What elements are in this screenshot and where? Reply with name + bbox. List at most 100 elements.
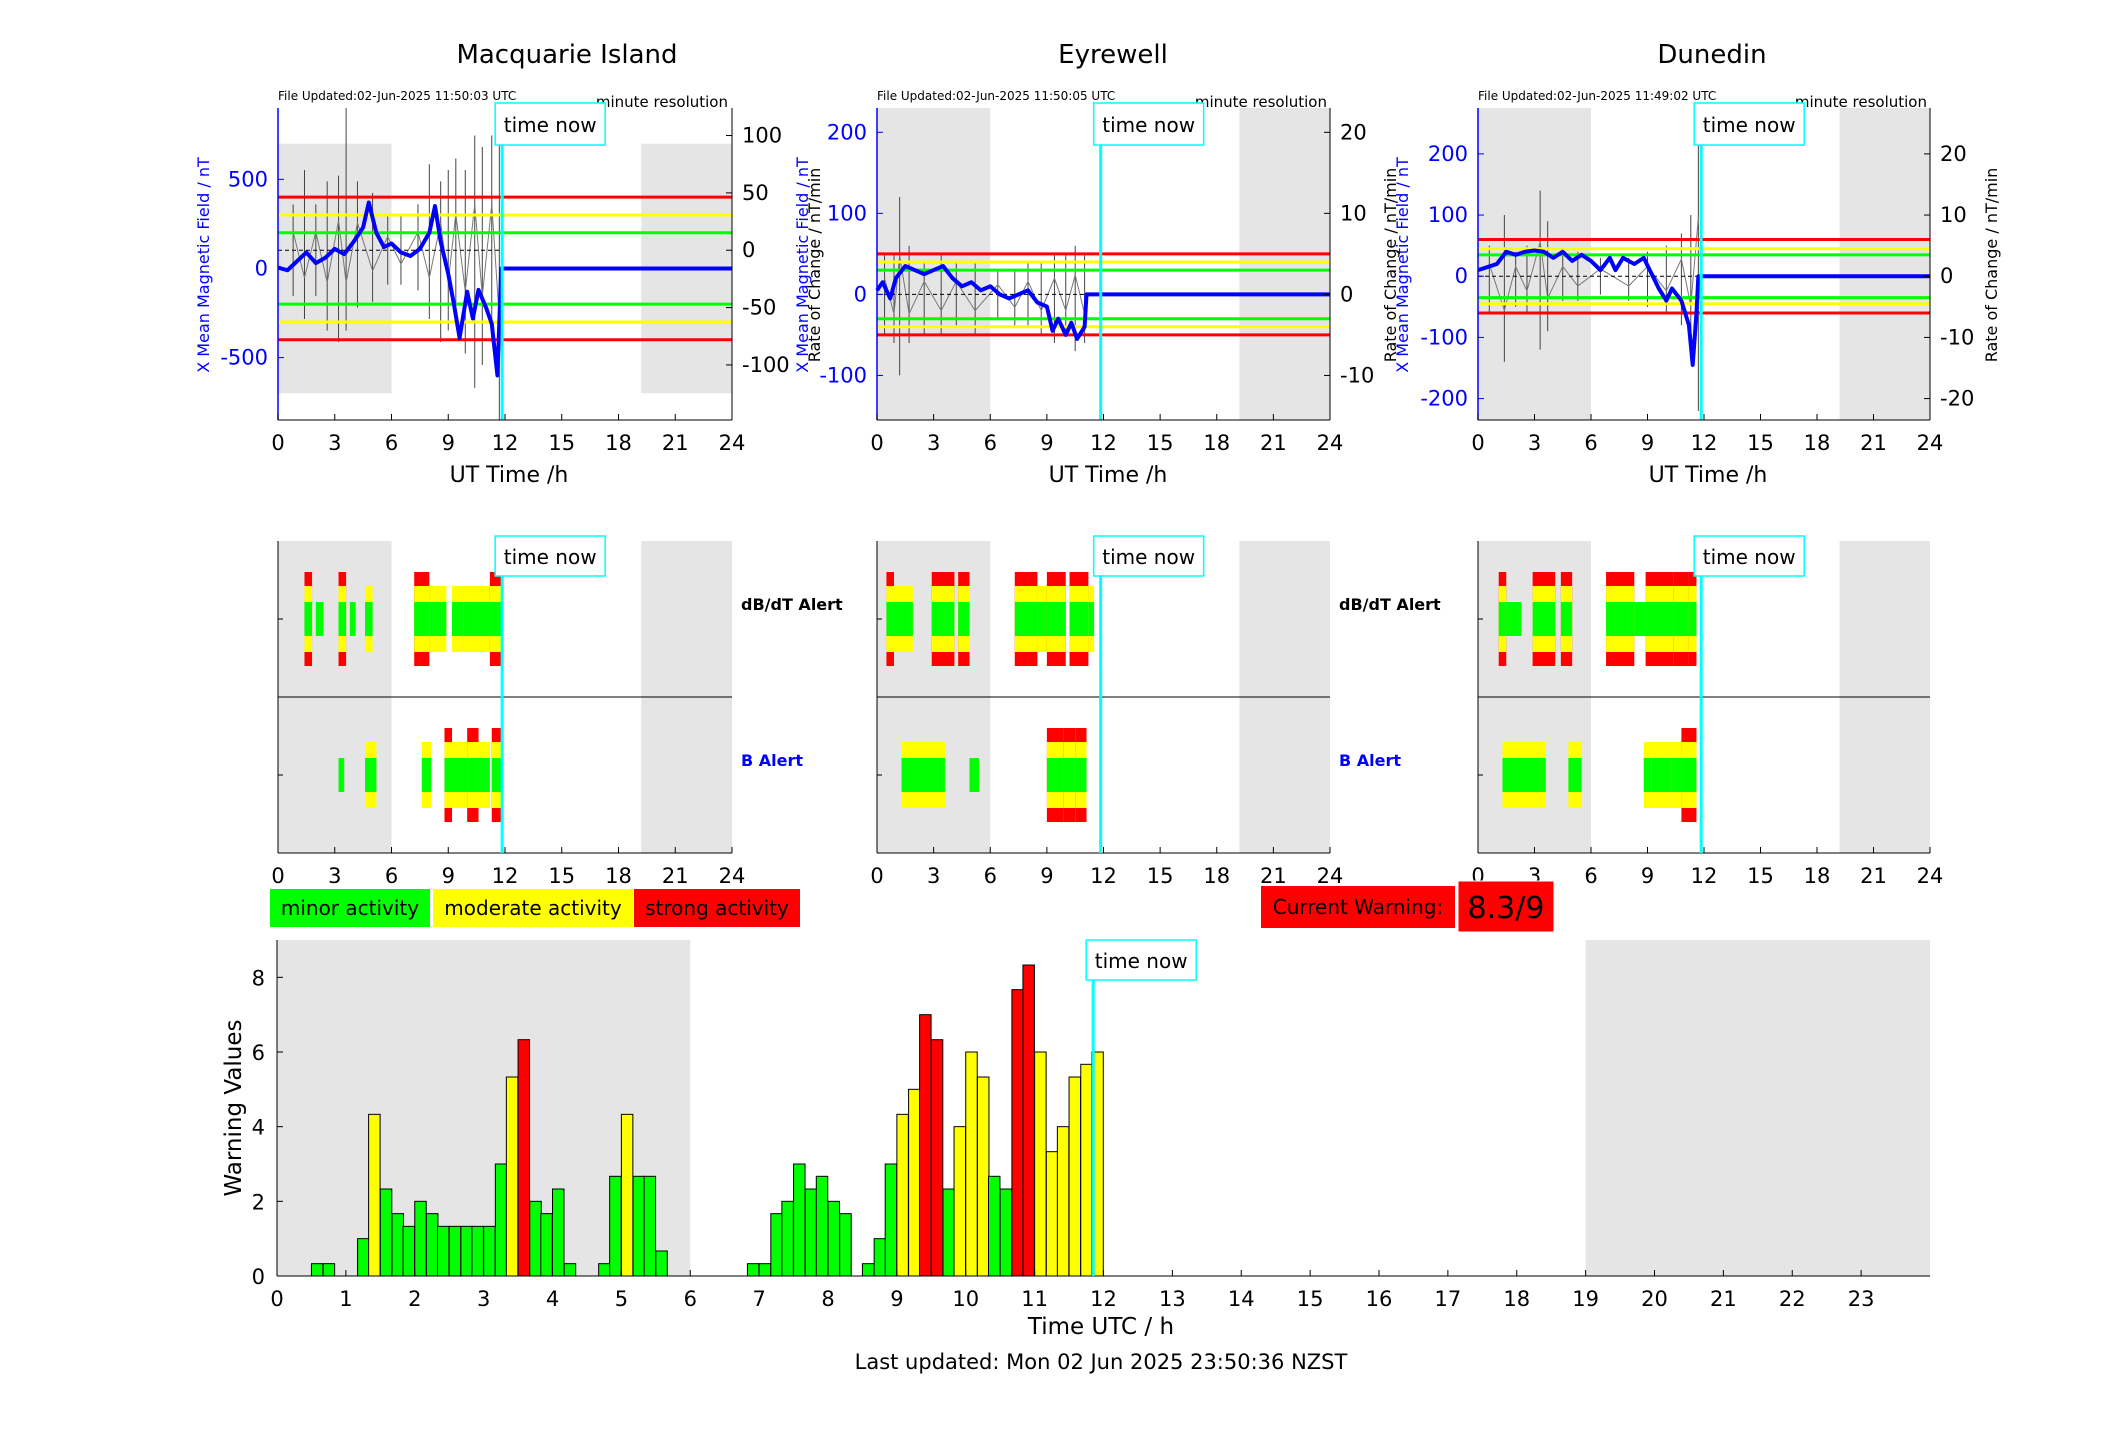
x-tick-label: 0 [271, 431, 284, 455]
dbdt-alert-minor [315, 602, 324, 636]
x-tick-label: 24 [1317, 864, 1344, 888]
right-y-tick-label: 0 [1340, 282, 1353, 306]
warning-bar [873, 1238, 887, 1277]
warning-bar [563, 1263, 577, 1277]
right-y-tick-label: 20 [1340, 120, 1367, 144]
warning-bar [460, 1225, 473, 1277]
dunedin-panel: Dunedin File Updated:02-Jun-2025 11:49:0… [1381, 40, 2001, 488]
legend-strong-swatch [634, 889, 800, 927]
warning-bar [517, 1039, 531, 1277]
warning-bar [1011, 989, 1024, 1277]
dbdt-alert-minor [452, 602, 464, 636]
dbdt-alert-minor [349, 602, 356, 636]
time-now-label: time now [504, 113, 597, 137]
x-tick-label: 0 [1471, 431, 1484, 455]
dbdt-alert-minor [338, 602, 347, 636]
dbdt-alert-minor [1498, 602, 1507, 636]
x-tick-label: 8 [821, 1287, 834, 1311]
dbdt-alert-minor [958, 602, 970, 636]
x-tick-label: 12 [1691, 864, 1718, 888]
warning-bar [896, 1113, 909, 1277]
x-mean-field-line [875, 264, 1330, 341]
warning-bar [1056, 1126, 1070, 1277]
dbdt-alert-minor [1014, 602, 1038, 636]
x-tick-label: 6 [385, 431, 398, 455]
left-axis-label: X Mean Magnetic Field / nT [194, 157, 213, 373]
left-y-tick-label: -100 [819, 363, 867, 387]
time-now-box [1693, 535, 1805, 577]
warning-bar [815, 1175, 829, 1277]
dbdt-alert-minor [365, 602, 373, 636]
left-axis-label: X Mean Magnetic Field / nT [793, 157, 812, 373]
time-now-box [1693, 102, 1805, 146]
x-tick-label: 19 [1572, 1287, 1599, 1311]
dbdt-alert-minor [1506, 602, 1522, 636]
x-tick-label: 12 [1090, 864, 1117, 888]
macquarie-island-panel: Macquarie Island File Updated:02-Jun-202… [194, 40, 790, 488]
x-tick-label: 15 [1297, 1287, 1324, 1311]
warning-bar [1068, 1076, 1082, 1277]
warning-bar [942, 1188, 956, 1277]
minute-resolution-text: minute resolution [1195, 93, 1327, 111]
warning-bar [643, 1175, 657, 1277]
warning-bar [379, 1188, 393, 1277]
warning-bar [322, 1263, 336, 1277]
time-now-label: time now [1095, 949, 1188, 973]
legend-minor-swatch [270, 889, 430, 927]
night-shade [1585, 940, 1930, 1276]
night-shade [877, 108, 991, 420]
x-tick-label: 21 [662, 864, 689, 888]
x-axis-label: UT Time /h [450, 463, 569, 488]
right-y-tick-label: 20 [1940, 142, 1967, 166]
x-tick-label: 24 [1917, 864, 1944, 888]
x-tick-label: 21 [1860, 864, 1887, 888]
warning-bar [758, 1263, 772, 1277]
warning-bar [357, 1238, 370, 1277]
x-tick-label: 3 [927, 431, 940, 455]
warning-bar [976, 1076, 990, 1277]
b-alert-minor [1651, 758, 1671, 792]
file-updated-text: File Updated:02-Jun-2025 11:49:02 UTC [1478, 89, 1716, 103]
warning-bar [494, 1163, 508, 1277]
station-title: Macquarie Island [456, 40, 677, 70]
x-tick-label: 0 [270, 1287, 283, 1311]
current-warning: Current Warning: 8.3/9 [1261, 880, 1555, 933]
right-y-tick-label: 0 [1940, 264, 1953, 288]
dbdt-alert-minor [463, 602, 479, 636]
x-tick-label: 4 [546, 1287, 559, 1311]
x-axis-label: UT Time /h [1649, 463, 1768, 488]
dbdt-alert-minor [304, 602, 313, 636]
x-tick-label: 15 [1747, 431, 1774, 455]
alert-panel-eyrewell: 0 3 6 9 12 15 18 21 24 time now [870, 535, 1344, 888]
b-alert-label: B Alert [1339, 751, 1401, 770]
right-y-tick-label: 10 [1940, 203, 1967, 227]
dbdt-alert-minor [1606, 602, 1635, 636]
right-y-tick-label: -10 [1340, 363, 1374, 387]
b-alert-minor [937, 758, 945, 792]
warning-bar [609, 1175, 622, 1277]
dbdt-alert-minor [1069, 602, 1089, 636]
station-title: Dunedin [1657, 40, 1766, 70]
dbdt-alert-minor [886, 602, 894, 636]
x-tick-label: 15 [1147, 431, 1174, 455]
dbdt-alert-label: dB/dT Alert [1339, 595, 1441, 614]
warning-bar [827, 1200, 840, 1277]
file-updated-text: File Updated:02-Jun-2025 11:50:03 UTC [278, 89, 516, 103]
warning-bar [953, 1126, 967, 1277]
right-y-tick-label: 10 [1340, 201, 1367, 225]
dbdt-alert-label: dB/dT Alert [741, 595, 843, 614]
x-tick-label: 7 [752, 1287, 765, 1311]
x-tick-label: 15 [1747, 864, 1774, 888]
legend-moderate-swatch [433, 889, 633, 927]
night-shade [1239, 108, 1330, 420]
time-now-box [1085, 939, 1197, 981]
last-updated-text: Last updated: Mon 02 Jun 2025 23:50:36 N… [855, 1350, 1348, 1374]
right-y-tick-label: 0 [742, 238, 755, 262]
warning-bar [1034, 1051, 1047, 1277]
left-y-tick-label: -200 [1420, 387, 1468, 411]
x-tick-label: 0 [870, 864, 883, 888]
x-tick-label: 9 [1040, 431, 1053, 455]
current-warning-value-box [1457, 880, 1555, 933]
b-alert-minor [1046, 758, 1064, 792]
